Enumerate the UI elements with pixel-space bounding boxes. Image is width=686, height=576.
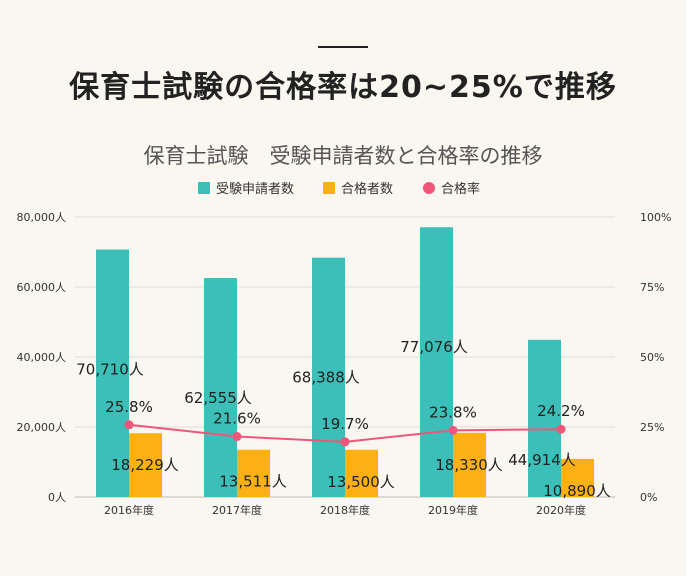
bar-passers — [453, 432, 486, 497]
data-label-applicants: 62,555人 — [184, 389, 252, 407]
legend-marker — [198, 182, 210, 194]
y-left-tick-label: 40,000人 — [17, 351, 67, 364]
data-label-rate: 21.6% — [213, 410, 261, 428]
y-left-tick-label: 20,000人 — [17, 421, 67, 434]
data-label-passers: 18,229人 — [111, 456, 179, 474]
bar-passers — [345, 449, 378, 497]
data-label-applicants: 70,710人 — [76, 361, 144, 379]
y-right-tick-label: 50% — [640, 351, 664, 364]
rate-point — [124, 420, 134, 430]
y-right-tick-label: 100% — [640, 211, 671, 224]
data-label-passers: 18,330人 — [435, 456, 503, 474]
data-label-applicants: 68,388人 — [292, 369, 360, 387]
data-label-passers: 10,890人 — [543, 482, 611, 500]
legend-label: 合格率 — [441, 181, 480, 197]
data-label-rate: 24.2% — [537, 402, 585, 420]
y-right-tick-label: 0% — [640, 491, 657, 504]
bar-passers — [237, 449, 270, 497]
x-tick-label: 2018年度 — [320, 503, 370, 517]
x-tick-label: 2017年度 — [212, 503, 262, 517]
bar-applicants — [204, 278, 237, 497]
bar-passers — [129, 433, 162, 497]
y-right-tick-label: 75% — [640, 281, 664, 294]
x-tick-label: 2016年度 — [104, 503, 154, 517]
legend-marker — [423, 182, 435, 194]
bar-applicants — [96, 249, 129, 497]
rate-point — [556, 424, 566, 434]
y-left-tick-label: 60,000人 — [17, 281, 67, 294]
bar-applicants — [420, 227, 453, 497]
bar-applicants — [528, 339, 561, 497]
bar-applicants — [312, 257, 345, 497]
rate-point — [448, 425, 458, 435]
page-headline: 保育士試験の合格率は20~25%で推移 — [69, 70, 617, 105]
data-label-rate: 25.8% — [105, 398, 153, 416]
legend-label: 合格者数 — [341, 181, 393, 197]
data-label-rate: 19.7% — [321, 415, 369, 433]
rate-point — [232, 432, 242, 442]
bar-passers — [561, 458, 594, 497]
y-right-tick-label: 25% — [640, 421, 664, 434]
decorative-divider — [318, 46, 368, 48]
y-left-tick-label: 80,000人 — [17, 211, 67, 224]
rate-point — [340, 437, 350, 447]
legend-label: 受験申請者数 — [216, 182, 294, 197]
x-tick-label: 2020年度 — [536, 503, 586, 517]
data-label-passers: 13,500人 — [327, 473, 395, 491]
x-tick-label: 2019年度 — [428, 503, 478, 517]
data-label-passers: 13,511人 — [219, 473, 287, 491]
legend-marker — [323, 182, 335, 194]
data-label-applicants: 44,914人 — [508, 451, 576, 469]
chart-title: 保育士試験 受験申請者数と合格率の推移 — [144, 144, 543, 168]
y-left-tick-label: 0人 — [48, 491, 66, 504]
data-label-rate: 23.8% — [429, 403, 477, 421]
data-label-applicants: 77,076人 — [400, 338, 468, 356]
